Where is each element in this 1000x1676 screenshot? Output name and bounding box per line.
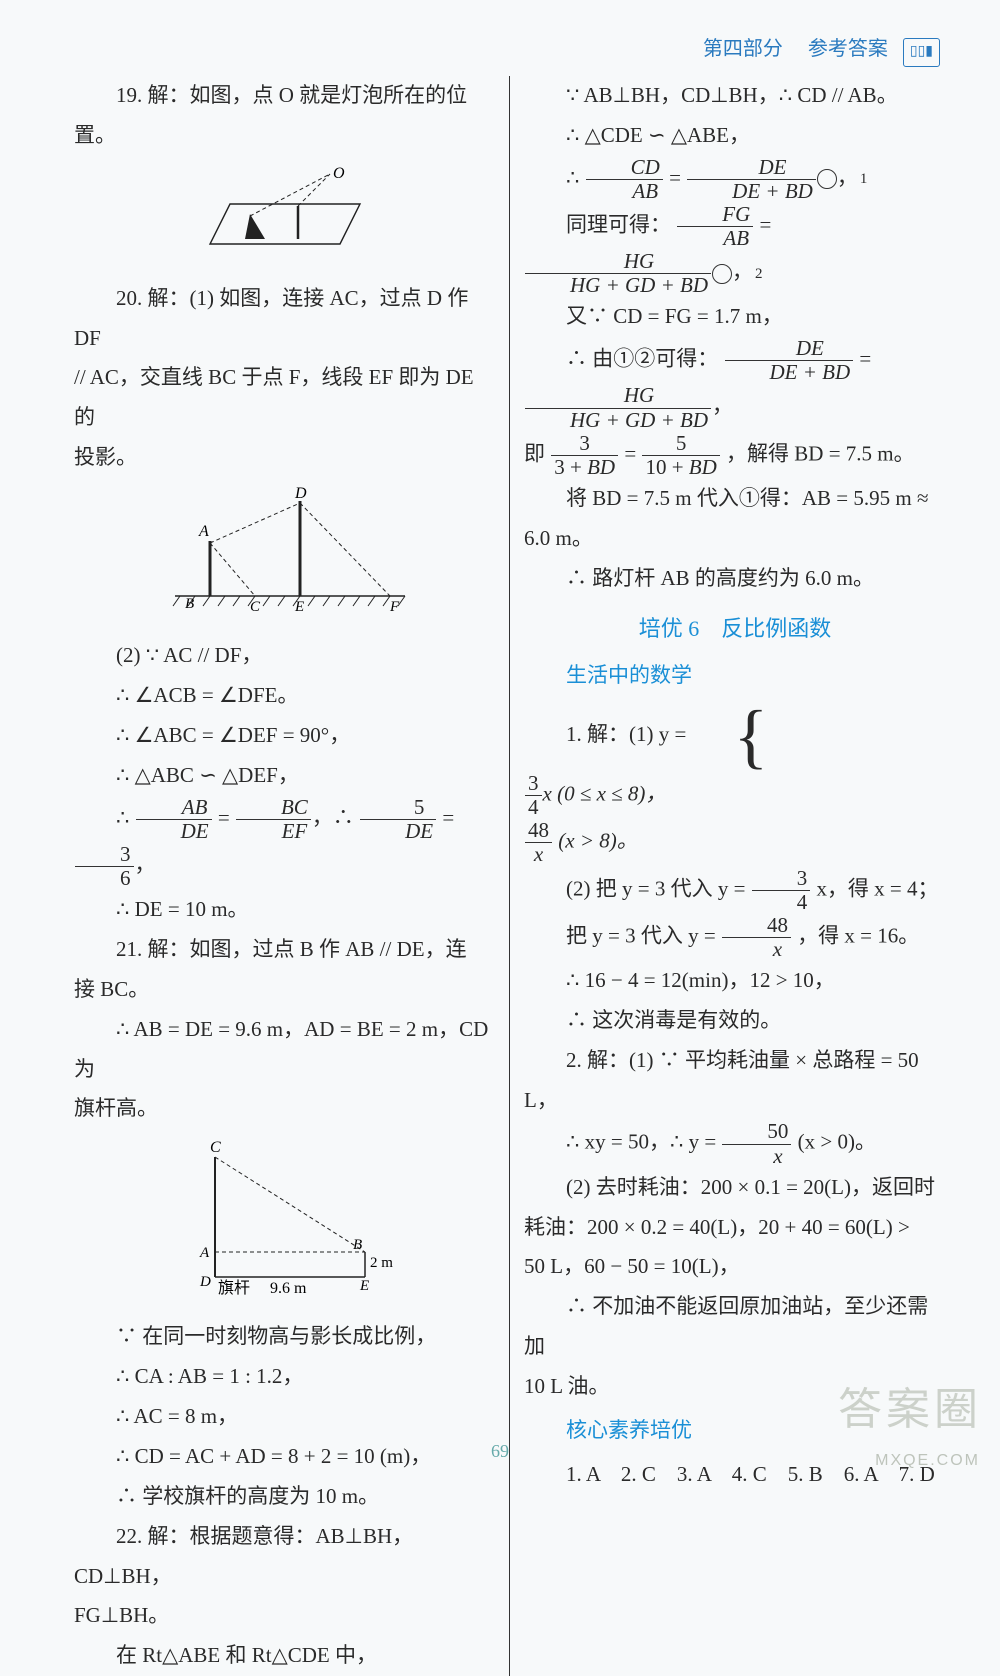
r-s2b: x，得 x = 4； — [816, 876, 938, 900]
q20-line3: 投影。 — [74, 438, 495, 478]
r-s3b: ，得 x = 16。 — [797, 923, 919, 947]
q21-b: 接 BC。 — [74, 970, 495, 1010]
r-l4a: 同理可得： — [566, 212, 671, 236]
fig19-svg: O — [190, 164, 380, 259]
svg-text:9.6 m: 9.6 m — [270, 1280, 307, 1297]
r-s8: (2) 去时耗油：200 × 0.1 = 20(L)，返回时 — [524, 1168, 946, 1208]
q20-2b: ∴ ∠ACB = ∠DFE。 — [74, 676, 495, 716]
r-s7: ∴ xy = 50，∴ y = 50x (x > 0)。 — [524, 1120, 946, 1167]
q21-f: ∴ CA : AB = 1 : 1.2， — [74, 1357, 495, 1397]
q20-line1: 20. 解：(1) 如图，连接 AC，过点 D 作 DF — [74, 279, 495, 359]
r-l6a: ∴ 由①②可得： — [566, 347, 718, 371]
q21-d: 旗杆高。 — [74, 1089, 495, 1129]
q21-a: 21. 解：如图，过点 B 作 AB // DE，连 — [74, 930, 495, 970]
svg-text:E: E — [359, 1278, 369, 1294]
q21-i: ∴ 学校旗杆的高度为 10 m。 — [74, 1477, 495, 1517]
r-l8: 将 BD = 7.5 m 代入①得：AB = 5.95 m ≈ — [524, 479, 946, 519]
fig20-svg: A B C D E F — [155, 486, 415, 616]
q20-2e: ∴ ABDE = BCEF，∴ 5DE = 36， — [74, 796, 495, 890]
q22-a: 22. 解：根据题意得：AB⊥BH，CD⊥BH， — [74, 1517, 495, 1597]
q21-c: ∴ AB = DE = 9.6 m，AD = BE = 2 m，CD 为 — [74, 1010, 495, 1090]
q22-c: 在 Rt△ABE 和 Rt△CDE 中， — [74, 1636, 495, 1676]
svg-text:B: B — [185, 596, 194, 612]
svg-text:旗杆: 旗杆 — [218, 1279, 250, 1297]
r-l7a: 即 — [524, 441, 545, 465]
page-header: 第四部分 参考答案 ▯▯▮ — [60, 30, 960, 68]
r-l4: 同理可得： FGAB = HGHG + GD + BD2， — [524, 203, 946, 297]
svg-text:D: D — [294, 486, 307, 502]
svg-text:O: O — [333, 165, 345, 182]
r-s6: 2. 解：(1) ∵ 平均耗油量 × 总路程 = 50 L， — [524, 1041, 946, 1121]
figure-19: O — [74, 164, 495, 273]
r-l9: ∴ 路灯杆 AB 的高度约为 6.0 m。 — [524, 559, 946, 599]
svg-text:B: B — [353, 1237, 362, 1253]
header-title: 参考答案 — [808, 38, 888, 60]
fig21-svg: C A D B E 2 m 旗杆 9.6 m — [170, 1137, 400, 1297]
r-s3a: 把 y = 3 代入 y = — [566, 923, 721, 947]
section-title: 培优 6 反比例函数 — [524, 608, 946, 650]
q21-e: ∵ 在同一时刻物高与影长成比例， — [74, 1317, 495, 1357]
r-l3: ∴ CDAB = DEDE + BD1， — [524, 156, 946, 203]
r-s7a: ∴ xy = 50，∴ y = — [566, 1130, 721, 1154]
svg-text:A: A — [199, 1245, 210, 1261]
r-l7: 即 33 + BD = 510 + BD ，解得 BD = 7.5 m。 — [524, 432, 946, 479]
case2: (x > 8)。 — [553, 829, 638, 853]
battery-icon: ▯▯▮ — [903, 38, 940, 67]
figure-20: A B C D E F — [74, 486, 495, 630]
svg-text:E: E — [294, 599, 304, 615]
svg-text:C: C — [210, 1139, 221, 1156]
r-s2: (2) 把 y = 3 代入 y = 34 x，得 x = 4； — [524, 867, 946, 914]
q20-2d: ∴ △ABC ∽ △DEF， — [74, 756, 495, 796]
header-part: 第四部分 — [703, 38, 783, 60]
r-s2a: (2) 把 y = 3 代入 y = — [566, 876, 751, 900]
q20-line2: // AC，交直线 BC 于点 F，线段 EF 即为 DE 的 — [74, 358, 495, 438]
r-s8b: 耗油：200 × 0.2 = 40(L)，20 + 40 = 60(L) > — [524, 1208, 946, 1248]
watermark-url: MXQE.COM — [875, 1446, 980, 1476]
q22-b: FG⊥BH。 — [74, 1596, 495, 1636]
r-s8c: 50 L，60 − 50 = 10(L)， — [524, 1247, 946, 1287]
svg-text:2 m: 2 m — [370, 1255, 393, 1271]
watermark: 答案圈 — [838, 1368, 982, 1452]
r-l8b: 6.0 m。 — [524, 519, 946, 559]
svg-text:D: D — [199, 1274, 211, 1290]
r-s4: ∴ 16 − 4 = 12(min)，12 > 10， — [524, 961, 946, 1001]
r-s5: ∴ 这次消毒是有效的。 — [524, 1001, 946, 1041]
r-l1: ∵ AB⊥BH，CD⊥BH，∴ CD // AB。 — [524, 76, 946, 116]
r-l5: 又∵ CD = FG = 1.7 m， — [524, 297, 946, 337]
r-l6: ∴ 由①②可得： DEDE + BD = HGHG + GD + BD， — [524, 337, 946, 431]
r-s7b: (x > 0)。 — [798, 1130, 876, 1154]
q21-g: ∴ AC = 8 m， — [74, 1397, 495, 1437]
r-s1: 1. 解：(1) y = { — [524, 700, 946, 772]
q20-2a: (2) ∵ AC // DF， — [74, 636, 495, 676]
svg-text:A: A — [198, 523, 209, 540]
svg-text:F: F — [389, 599, 400, 615]
r-s1a: 1. 解：(1) y = — [566, 722, 686, 746]
r-l7b: ，解得 BD = 7.5 m。 — [726, 441, 915, 465]
q20-2c: ∴ ∠ABC = ∠DEF = 90°， — [74, 716, 495, 756]
r-s3: 把 y = 3 代入 y = 48x ，得 x = 16。 — [524, 914, 946, 961]
figure-21: C A D B E 2 m 旗杆 9.6 m — [74, 1137, 495, 1311]
q20-2f: ∴ DE = 10 m。 — [74, 890, 495, 930]
subsection-1: 生活中的数学 — [524, 656, 946, 696]
case1: x (0 ≤ x ≤ 8)， — [543, 782, 667, 806]
svg-text:C: C — [250, 599, 261, 615]
r-s9: ∴ 不加油不能返回原加油站，至少还需加 — [524, 1287, 946, 1367]
q19-text: 19. 解：如图，点 O 就是灯泡所在的位置。 — [74, 76, 495, 156]
r-l2: ∴ △CDE ∽ △ABE， — [524, 116, 946, 156]
